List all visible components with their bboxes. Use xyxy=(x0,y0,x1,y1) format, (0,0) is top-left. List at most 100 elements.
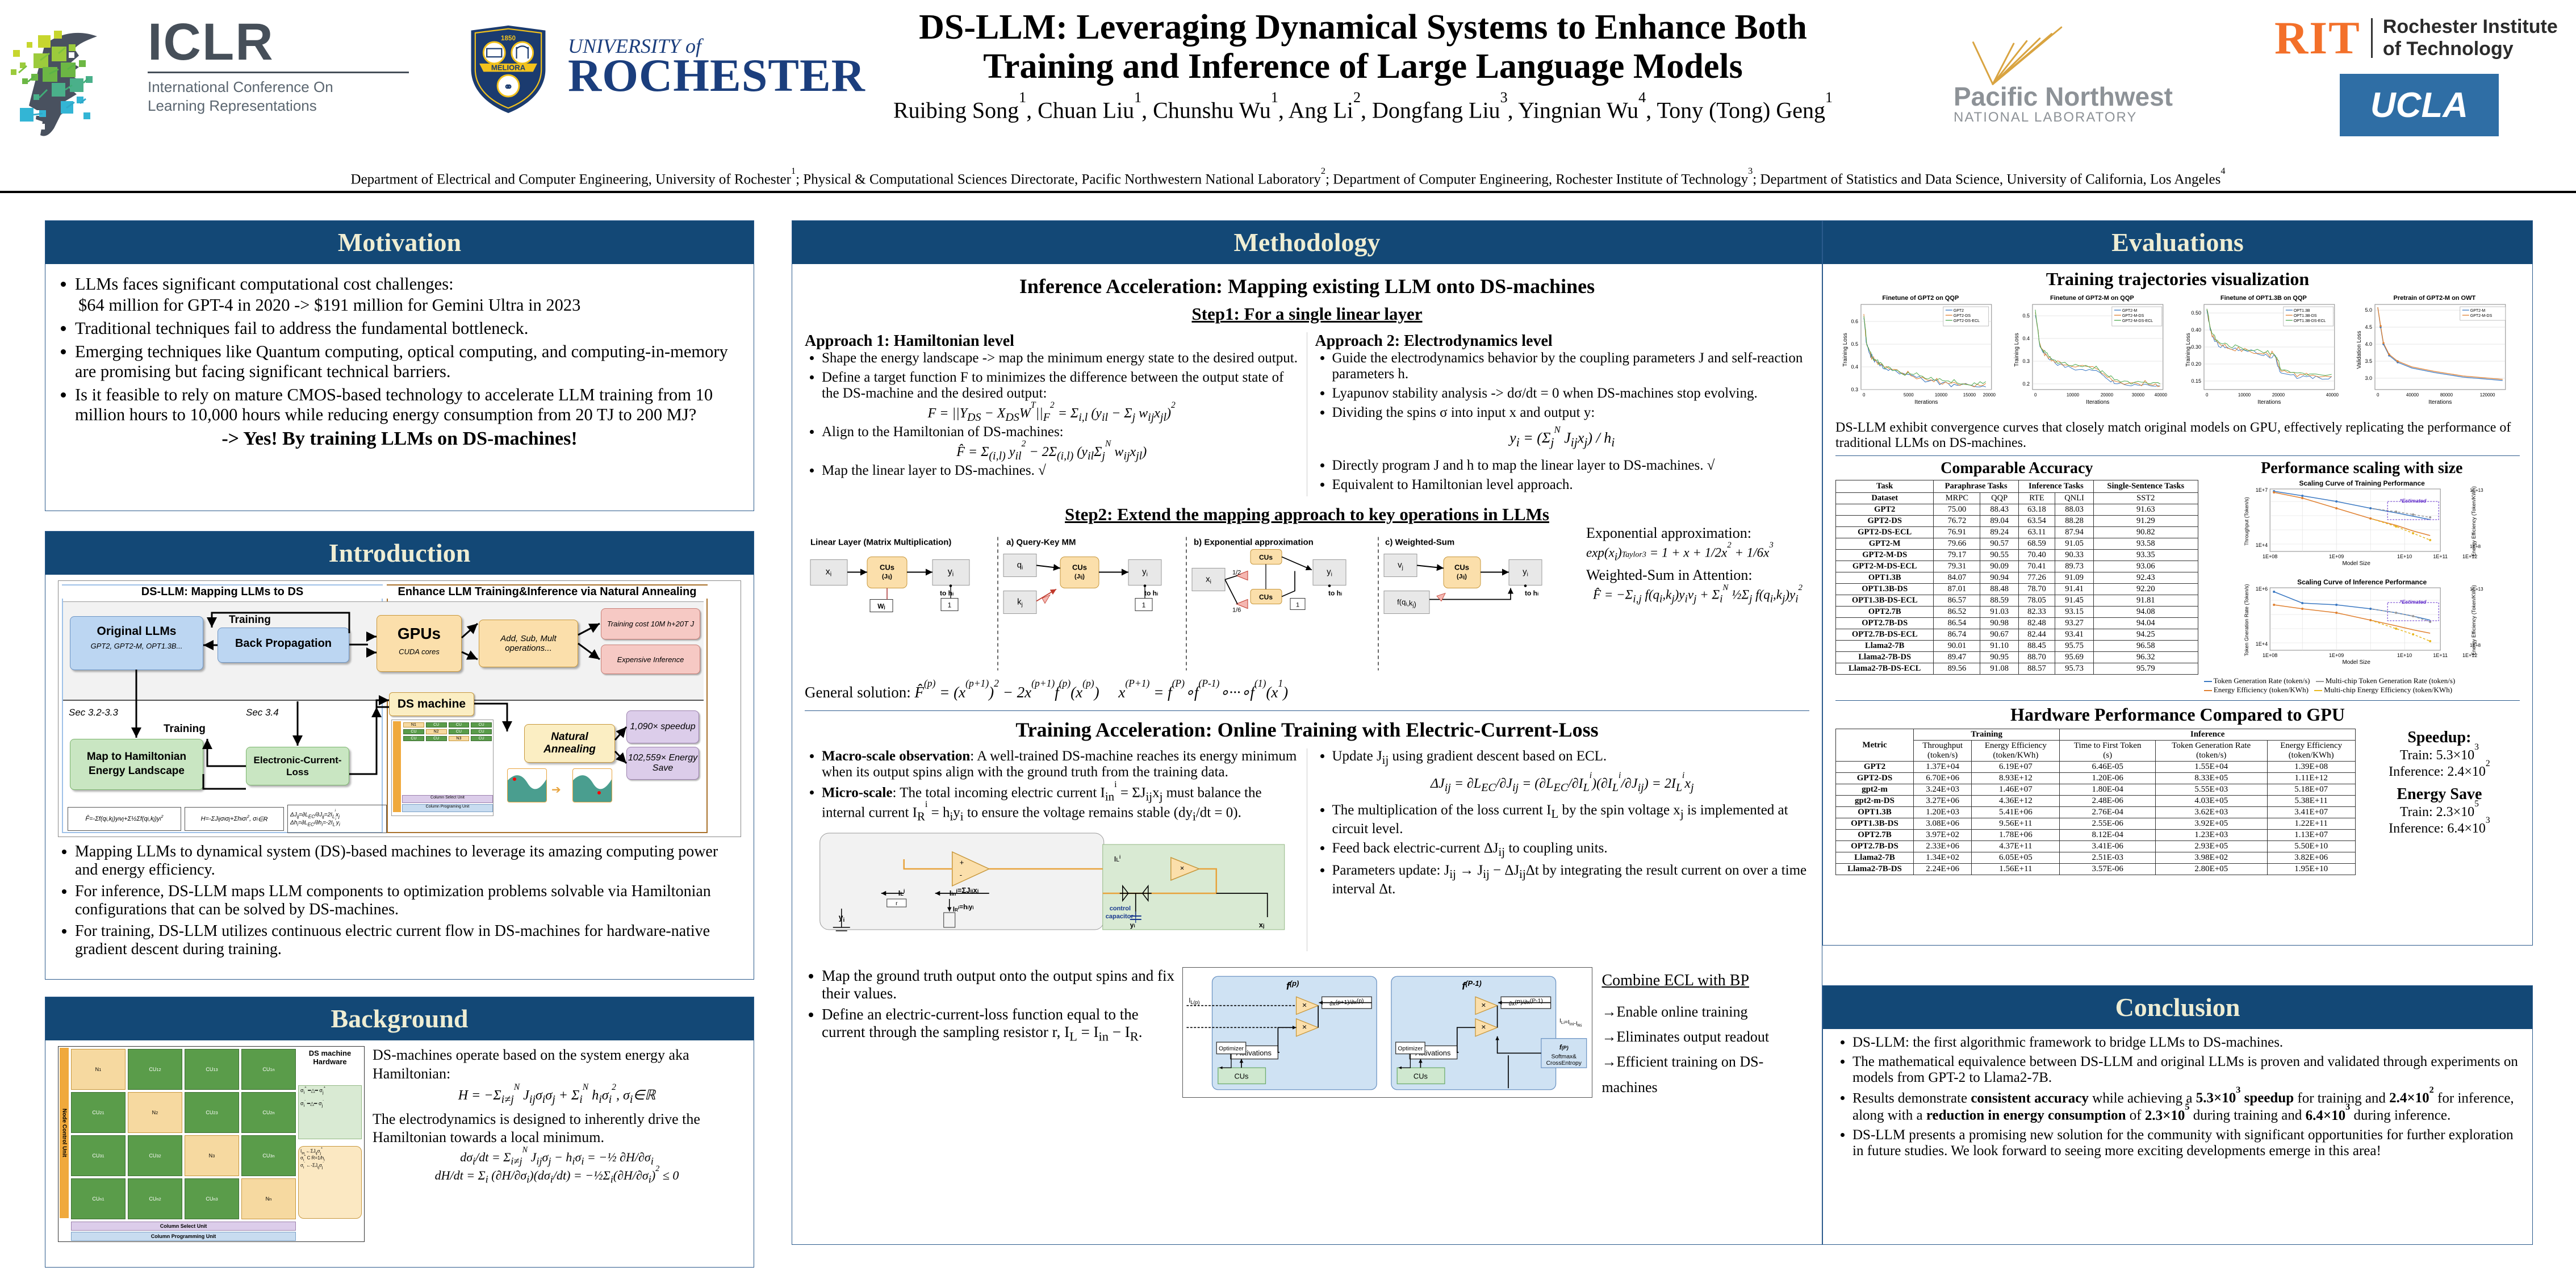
svg-text:GPT2-M-DS-ECL: GPT2-M-DS-ECL xyxy=(2122,319,2153,323)
svg-text:a) Query-Key MM: a) Query-Key MM xyxy=(1006,537,1076,547)
svg-text:40000: 40000 xyxy=(2155,392,2168,398)
svg-text:120000: 120000 xyxy=(2480,392,2495,398)
svg-text:1E+4: 1E+4 xyxy=(2256,641,2268,647)
svg-text:1E+6: 1E+6 xyxy=(2256,586,2268,592)
svg-text:Iterations: Iterations xyxy=(2086,399,2109,405)
svg-text:0: 0 xyxy=(1863,392,1866,398)
svg-text:1E+08: 1E+08 xyxy=(2263,554,2277,559)
svg-text:(Jij): (Jij) xyxy=(1457,573,1467,580)
svg-text:1E+4: 1E+4 xyxy=(2256,542,2268,548)
svg-text:1: 1 xyxy=(1142,601,1146,609)
svg-text:*Estimated: *Estimated xyxy=(2400,599,2427,605)
svg-text:0.5: 0.5 xyxy=(2022,313,2030,319)
svg-text:b) Exponential approximation: b) Exponential approximation xyxy=(1194,537,1314,547)
svg-text:1E+09: 1E+09 xyxy=(2329,554,2344,559)
svg-text:-: - xyxy=(960,871,962,879)
svg-text:Finetune of GPT2 on QQP: Finetune of GPT2 on QQP xyxy=(1882,295,1959,302)
svg-text:1: 1 xyxy=(1296,601,1299,608)
svg-text:×: × xyxy=(1481,1023,1486,1032)
svg-text:+: + xyxy=(960,858,964,867)
svg-text:1E+09: 1E+09 xyxy=(2329,653,2344,658)
svg-text:Softmax&: Softmax& xyxy=(1551,1053,1576,1060)
svg-text:×: × xyxy=(1302,1001,1306,1010)
svg-text:1E+10: 1E+10 xyxy=(2397,653,2412,658)
svg-text:⚭: ⚭ xyxy=(503,81,513,94)
svg-text:CUs: CUs xyxy=(1259,553,1273,561)
svg-text:GPT2-M-DS: GPT2-M-DS xyxy=(2122,314,2144,318)
svg-text:10000: 10000 xyxy=(1935,392,1948,398)
svg-text:Optimizer: Optimizer xyxy=(1398,1046,1423,1052)
svg-text:0.3: 0.3 xyxy=(1851,387,1858,392)
svg-text:0.5: 0.5 xyxy=(1851,341,1858,347)
svg-text:control: control xyxy=(1110,905,1131,912)
svg-text:1850: 1850 xyxy=(501,35,516,42)
svg-text:to hi: to hi xyxy=(1144,589,1158,597)
svg-text:GPT2-DS-ECL: GPT2-DS-ECL xyxy=(1954,319,1980,323)
svg-text:Finetune of OPT1.3B on QQP: Finetune of OPT1.3B on QQP xyxy=(2220,295,2306,302)
svg-text:×: × xyxy=(1180,864,1185,872)
svg-text:0.2: 0.2 xyxy=(2022,381,2030,387)
svg-text:GPT2-M-DS: GPT2-M-DS xyxy=(2470,314,2493,318)
svg-text:Linear Layer (Matrix Multiplic: Linear Layer (Matrix Multiplication) xyxy=(810,537,951,547)
svg-text:0.6: 0.6 xyxy=(1851,319,1858,324)
svg-text:Validation Loss: Validation Loss xyxy=(2356,331,2362,369)
svg-text:40000: 40000 xyxy=(2406,392,2419,398)
svg-text:Token Gneration Rate (Token/s): Token Gneration Rate (Token/s) xyxy=(2244,584,2249,656)
svg-text:GPT2-M: GPT2-M xyxy=(2122,309,2138,313)
svg-text:Model Size: Model Size xyxy=(2342,561,2370,567)
svg-text:CUs: CUs xyxy=(1454,563,1469,571)
svg-text:1E+11: 1E+11 xyxy=(2433,653,2448,658)
svg-text:CUs: CUs xyxy=(880,563,894,571)
svg-text:CUs: CUs xyxy=(1072,563,1087,571)
svg-text:Model Size: Model Size xyxy=(2342,659,2370,666)
svg-text:20000: 20000 xyxy=(1983,392,1996,398)
svg-text:×: × xyxy=(1481,1001,1486,1010)
svg-text:IL(p): IL(p) xyxy=(1189,997,1199,1005)
svg-text:Training Loss: Training Loss xyxy=(1842,333,1849,367)
svg-text:CUs: CUs xyxy=(1413,1072,1427,1080)
svg-text:30000: 30000 xyxy=(2132,392,2145,398)
svg-text:GPT2-M: GPT2-M xyxy=(2470,309,2486,313)
svg-text:0: 0 xyxy=(2205,392,2208,398)
svg-text:to hi: to hi xyxy=(1525,589,1538,597)
svg-text:Optimizer: Optimizer xyxy=(1218,1046,1244,1052)
svg-text:OPT1.3B-DS: OPT1.3B-DS xyxy=(2293,314,2316,318)
svg-text:40000: 40000 xyxy=(2326,392,2339,398)
svg-text:Scaling Curve of Inference Per: Scaling Curve of Inference Performance xyxy=(2297,578,2427,586)
svg-text:20000: 20000 xyxy=(2272,392,2285,398)
svg-text:0.50: 0.50 xyxy=(2191,310,2201,316)
svg-text:Energy Efficiency (Token/KWh): Energy Efficiency (Token/KWh) xyxy=(2471,486,2477,557)
svg-text:(Jij): (Jij) xyxy=(882,573,892,580)
svg-text:1E+7: 1E+7 xyxy=(2256,487,2268,493)
svg-text:ILi=Iini-IRi: ILi=Iini-IRi xyxy=(1559,1018,1582,1028)
svg-text:OPT1.3B: OPT1.3B xyxy=(2293,309,2310,313)
svg-text:80000: 80000 xyxy=(2440,392,2453,398)
svg-text:0: 0 xyxy=(2034,392,2037,398)
svg-text:1E+08: 1E+08 xyxy=(2263,653,2277,658)
svg-text:to hi: to hi xyxy=(1328,589,1342,597)
svg-text:Training Loss: Training Loss xyxy=(2014,333,2020,367)
svg-text:Iterations: Iterations xyxy=(2429,399,2452,405)
svg-text:Iterations: Iterations xyxy=(2257,399,2281,405)
svg-text:0.30: 0.30 xyxy=(2191,344,2201,350)
svg-text:capacitor: capacitor xyxy=(1106,913,1134,920)
svg-text:4.5: 4.5 xyxy=(2365,324,2373,330)
svg-text:3.5: 3.5 xyxy=(2365,358,2373,364)
svg-text:CUs: CUs xyxy=(1259,593,1273,601)
svg-text:15000: 15000 xyxy=(1963,392,1976,398)
svg-text:0.3: 0.3 xyxy=(2022,358,2030,364)
svg-text:3.0: 3.0 xyxy=(2365,375,2373,381)
svg-text:1E+11: 1E+11 xyxy=(2433,554,2448,559)
svg-text:0: 0 xyxy=(2377,392,2380,398)
svg-text:Iterations: Iterations xyxy=(1914,399,1938,405)
svg-text:Scaling Curve of Training Perf: Scaling Curve of Training Performance xyxy=(2299,479,2425,487)
svg-text:CrossEntropy: CrossEntropy xyxy=(1546,1060,1582,1067)
svg-text:GPT2: GPT2 xyxy=(1954,309,1964,313)
svg-text:1: 1 xyxy=(948,601,952,609)
svg-text:CUs: CUs xyxy=(1234,1072,1248,1080)
svg-text:GPT2-DS: GPT2-DS xyxy=(1954,314,1971,318)
svg-text:1/2: 1/2 xyxy=(1232,569,1241,576)
svg-text:0.20: 0.20 xyxy=(2191,361,2201,367)
svg-text:5000: 5000 xyxy=(1904,392,1914,398)
svg-text:*Estimated: *Estimated xyxy=(2400,498,2427,504)
